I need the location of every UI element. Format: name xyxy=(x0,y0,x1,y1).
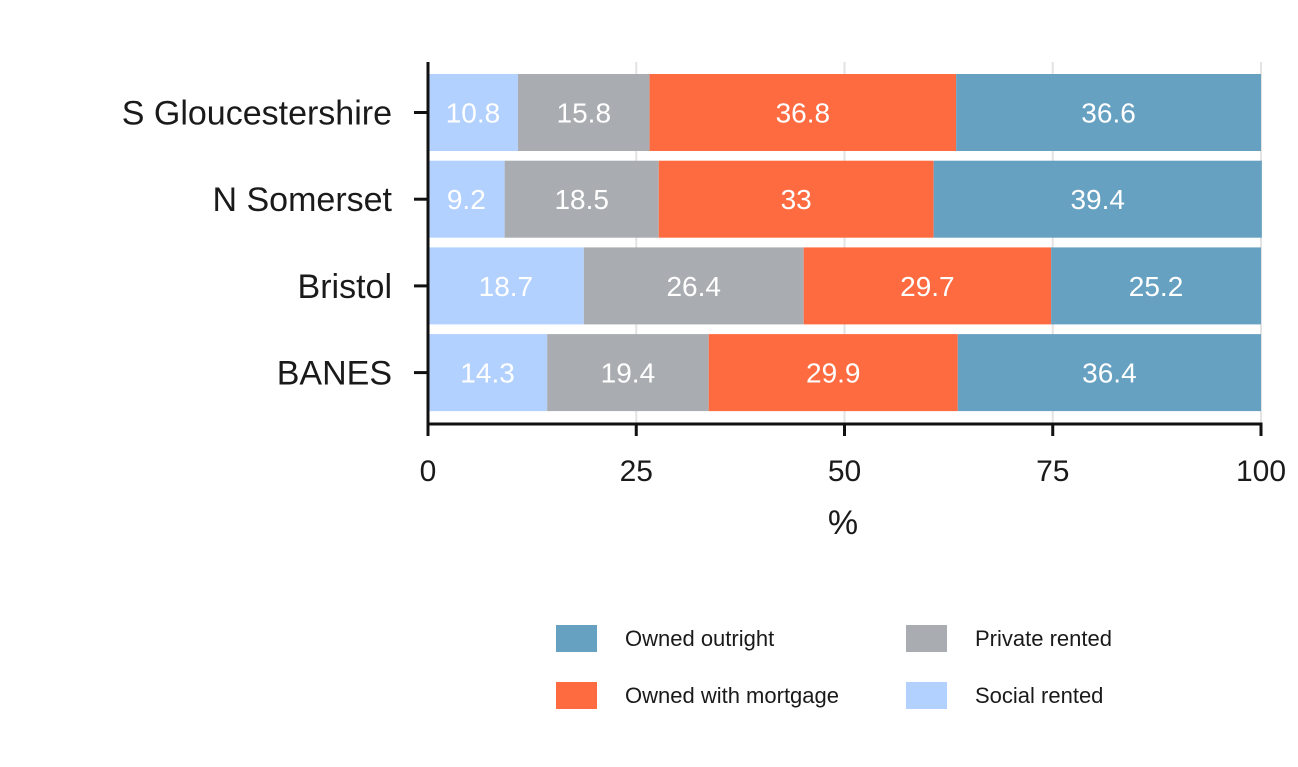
bar-segment xyxy=(428,247,584,325)
bar-segment xyxy=(933,160,1262,238)
bar-value-label: 9.2 xyxy=(447,184,486,215)
bar-segment xyxy=(428,74,518,151)
bar-value-label: 26.4 xyxy=(666,271,721,302)
legend-label: Private rented xyxy=(975,626,1112,651)
bar-segment xyxy=(649,74,957,151)
x-tick-label: 0 xyxy=(420,455,437,488)
legend-swatch xyxy=(906,682,947,709)
legend: Owned outright Private rented Owned with m… xyxy=(556,625,1112,709)
category-label: N Somerset xyxy=(213,181,393,219)
bar-value-label: 39.4 xyxy=(1070,184,1125,215)
bar-value-label: 36.8 xyxy=(776,98,831,129)
bar-segment xyxy=(583,247,804,325)
x-tick-label: 100 xyxy=(1236,455,1286,488)
bar-value-label: 25.2 xyxy=(1129,271,1184,302)
legend-label: Social rented xyxy=(975,683,1103,708)
bar-segment xyxy=(504,160,659,238)
legend-swatch xyxy=(556,682,597,709)
bar-segment xyxy=(658,160,934,238)
x-tick-label: 75 xyxy=(1036,455,1069,488)
bar-segment xyxy=(708,334,958,412)
x-axis-title: % xyxy=(828,504,858,542)
legend-label: Owned outright xyxy=(625,626,774,651)
bar-value-label: 14.3 xyxy=(460,358,515,389)
category-label: Bristol xyxy=(298,268,392,306)
bar-segment xyxy=(957,334,1261,412)
bar-value-label: 10.8 xyxy=(446,98,501,129)
bar-value-label: 18.5 xyxy=(554,184,609,215)
legend-swatch xyxy=(556,625,597,652)
bar-value-label: 18.7 xyxy=(479,271,534,302)
bar-segment xyxy=(956,74,1261,151)
bar-segment xyxy=(803,247,1052,325)
bar-value-label: 33 xyxy=(781,184,812,215)
x-tick-label: 25 xyxy=(620,455,653,488)
legend-label: Owned with mortgage xyxy=(625,683,839,708)
bar-segment xyxy=(428,334,548,412)
bar-value-label: 36.6 xyxy=(1081,98,1136,129)
category-label: S Gloucestershire xyxy=(122,95,392,133)
bars: 14.3 19.4 29.9 36.4 18.7 26.4 29.7 25.2 9.2 18.5 3… xyxy=(428,74,1262,412)
bar-value-label: 29.7 xyxy=(900,271,955,302)
category-label: BANES xyxy=(277,355,392,393)
bar-value-label: 36.4 xyxy=(1082,358,1137,389)
bar-value-label: 19.4 xyxy=(601,358,656,389)
legend-swatch xyxy=(906,625,947,652)
x-tick-label: 50 xyxy=(828,455,861,488)
axes: BANES Bristol N Somerset S Gloucestershire 0… xyxy=(122,62,1286,488)
bar-segment xyxy=(1051,247,1261,325)
bar-value-label: 15.8 xyxy=(557,98,612,129)
bar-value-label: 29.9 xyxy=(806,358,861,389)
bar-segment xyxy=(517,74,650,151)
bar-segment xyxy=(428,160,505,238)
bar-segment xyxy=(547,334,709,412)
